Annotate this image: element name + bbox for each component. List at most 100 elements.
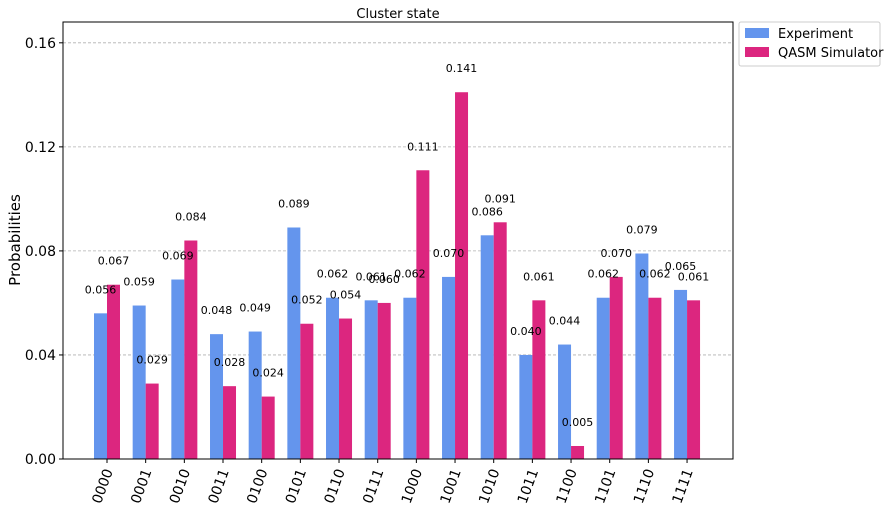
- bar-qasm-simulator: [416, 170, 430, 459]
- x-tick-label: 0100: [244, 467, 271, 506]
- legend-frame: [738, 21, 881, 67]
- bar-experiment: [171, 279, 185, 459]
- x-tick-label: 1010: [476, 467, 503, 506]
- x-tick-label: 0000: [90, 467, 117, 506]
- data-label: 0.141: [446, 62, 478, 75]
- data-label: 0.065: [665, 260, 697, 273]
- grid-lines: [63, 42, 733, 356]
- data-label: 0.059: [123, 276, 155, 289]
- data-label: 0.079: [626, 224, 658, 237]
- data-label: 0.089: [278, 197, 310, 210]
- bar-experiment: [248, 331, 262, 459]
- bar-qasm-simulator: [532, 300, 546, 459]
- y-tick-label: 0.16: [25, 36, 56, 52]
- data-label: 0.062: [317, 268, 349, 281]
- data-label: 0.052: [291, 294, 323, 307]
- plot-frame: [62, 21, 734, 460]
- bars: [94, 92, 701, 459]
- data-label: 0.062: [394, 268, 426, 281]
- legend-swatch-experiment: [745, 28, 769, 38]
- data-label: 0.054: [330, 289, 362, 302]
- data-label: 0.029: [136, 354, 168, 367]
- bar-qasm-simulator: [493, 222, 507, 459]
- x-tick-label: 0101: [283, 467, 310, 506]
- bar-qasm-simulator: [455, 92, 469, 459]
- bar-experiment: [326, 297, 340, 459]
- bar-qasm-simulator: [609, 276, 623, 459]
- bar-qasm-simulator: [571, 445, 585, 459]
- x-tick-label: 1111: [670, 467, 697, 506]
- data-label: 0.061: [355, 270, 387, 283]
- data-label: 0.091: [484, 192, 516, 205]
- y-axis: 0.00 0.04 0.08 0.12 0.16: [25, 36, 63, 468]
- legend-label-qasm-simulator: QASM Simulator: [778, 46, 884, 61]
- bar-qasm-simulator: [339, 318, 353, 459]
- data-labels: 0.056 0.067 0.059 0.029 0.069 0.084 0.048 0.028…: [85, 62, 710, 429]
- legend-swatch-qasm-simulator: [745, 47, 769, 57]
- bar-qasm-simulator: [184, 240, 198, 459]
- bar-experiment: [596, 297, 610, 459]
- legend-label-experiment: Experiment: [778, 27, 853, 42]
- x-tick-label: 0110: [322, 467, 349, 506]
- x-tick-label: 0111: [360, 467, 387, 506]
- data-label: 0.061: [523, 270, 555, 283]
- x-tick-label: 1100: [554, 467, 581, 506]
- x-tick-label: 1000: [399, 467, 426, 506]
- data-label: 0.061: [678, 270, 710, 283]
- data-label: 0.005: [562, 416, 594, 429]
- data-label: 0.067: [98, 255, 130, 268]
- data-label: 0.056: [85, 283, 117, 296]
- data-label: 0.070: [600, 247, 632, 260]
- x-tick-label: 0010: [167, 467, 194, 506]
- y-tick-label: 0.04: [25, 348, 56, 364]
- data-label: 0.060: [368, 273, 400, 286]
- x-tick-label: 0011: [206, 467, 233, 506]
- x-tick-label: 1011: [515, 467, 542, 506]
- bar-experiment: [132, 305, 146, 459]
- chart-title: Cluster state: [356, 7, 439, 22]
- data-label: 0.070: [433, 247, 465, 260]
- data-label: 0.049: [239, 302, 271, 315]
- data-label: 0.062: [639, 268, 671, 281]
- data-label: 0.111: [407, 140, 439, 153]
- bar-experiment: [674, 289, 688, 459]
- bar-experiment: [480, 235, 494, 459]
- bar-qasm-simulator: [300, 323, 314, 459]
- bar-experiment: [519, 354, 533, 459]
- bar-qasm-simulator: [377, 302, 391, 459]
- bar-experiment: [210, 334, 224, 459]
- data-label: 0.024: [252, 367, 284, 380]
- data-label: 0.048: [201, 304, 233, 317]
- bar-experiment: [635, 253, 649, 459]
- data-label: 0.084: [175, 211, 207, 224]
- data-label: 0.086: [471, 205, 503, 218]
- x-tick-label: 0001: [128, 467, 155, 506]
- y-tick-label: 0.00: [25, 452, 56, 468]
- y-tick-label: 0.12: [25, 140, 56, 156]
- bar-qasm-simulator: [648, 297, 662, 459]
- bar-experiment: [94, 313, 107, 459]
- data-label: 0.040: [510, 325, 542, 338]
- data-label: 0.028: [214, 356, 246, 369]
- bar-qasm-simulator: [261, 396, 275, 459]
- y-axis-label: Probabilities: [6, 194, 24, 286]
- x-tick-label: 1101: [592, 467, 619, 506]
- bar-experiment: [558, 344, 572, 459]
- x-axis: 0000 0001 0010 0011 0100 0101 0110 0111 1000 1001…: [90, 459, 697, 506]
- bar-qasm-simulator: [107, 284, 120, 459]
- data-label: 0.069: [162, 250, 194, 263]
- data-label: 0.044: [549, 315, 581, 328]
- y-tick-label: 0.08: [25, 244, 56, 260]
- bar-qasm-simulator: [145, 383, 159, 459]
- bar-experiment: [403, 297, 417, 459]
- x-tick-label: 1001: [438, 467, 465, 506]
- legend: Experiment QASM Simulator: [738, 21, 884, 67]
- bar-experiment: [442, 276, 456, 459]
- bar-qasm-simulator: [687, 300, 701, 459]
- bar-qasm-simulator: [223, 386, 237, 459]
- data-label: 0.062: [587, 268, 619, 281]
- x-tick-label: 1110: [631, 467, 658, 506]
- bar-experiment: [287, 227, 301, 459]
- bar-experiment: [364, 300, 378, 459]
